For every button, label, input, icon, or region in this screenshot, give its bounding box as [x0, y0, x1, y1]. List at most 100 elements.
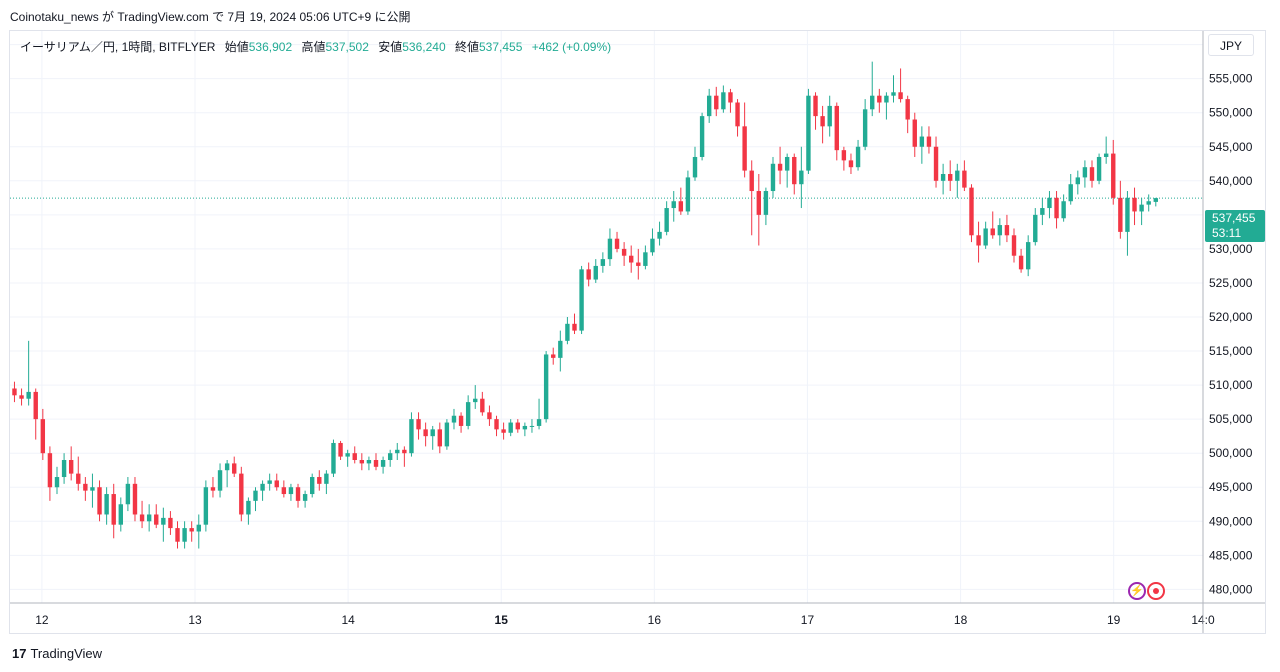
candle-body [118, 504, 124, 525]
candle-body [83, 483, 88, 491]
candle-body [969, 187, 974, 236]
candle-body [579, 269, 584, 331]
candle-body [536, 419, 542, 426]
candle-body [324, 473, 329, 484]
candle-body [19, 395, 24, 399]
legend-low-label: 安値 [378, 40, 403, 54]
candle-body [430, 429, 435, 437]
candle-body [706, 95, 712, 117]
y-tick-label: 510,000 [1209, 378, 1253, 392]
candle-body [97, 487, 102, 515]
candle-body [1111, 153, 1116, 198]
candle-body [636, 262, 641, 266]
candle-body [1040, 208, 1045, 215]
y-tick-label: 505,000 [1209, 412, 1253, 426]
candle-body [586, 269, 591, 280]
candle-body [529, 425, 535, 427]
candle-body [267, 480, 272, 484]
candle-body [678, 201, 684, 212]
chart-frame [9, 30, 1266, 634]
legend-open-label: 始値 [224, 40, 249, 54]
candle-body [1075, 177, 1081, 185]
candle-body [877, 95, 882, 103]
candle-body [76, 473, 81, 484]
candle-body [962, 170, 967, 188]
tradingview-brand[interactable]: 17 TradingView [12, 646, 102, 661]
candle-body [1025, 242, 1031, 270]
y-tick-label: 530,000 [1209, 242, 1253, 256]
y-tick-label: 485,000 [1209, 548, 1253, 562]
candle-body [777, 163, 783, 171]
candle-body [232, 463, 237, 474]
candle-body [161, 517, 166, 525]
candle-body [614, 238, 620, 249]
candle-body [90, 487, 95, 491]
candle-body [402, 449, 407, 454]
candle-body [465, 402, 471, 426]
brand-name: TradingView [30, 646, 103, 661]
y-tick-label: 515,000 [1209, 344, 1253, 358]
candle-body [26, 391, 31, 399]
candle-body [246, 500, 251, 515]
candle-body [310, 477, 315, 495]
candle-body [905, 99, 910, 120]
candle-body [756, 191, 762, 215]
candle-body [12, 388, 17, 396]
candle-body [494, 419, 499, 430]
candle-body [437, 429, 443, 447]
legend-close: 537,455 [479, 40, 523, 54]
publish-caption: Coinotaku_news が TradingView.com で 7月 19… [10, 10, 411, 24]
candle-body [855, 146, 861, 168]
candle-body [1018, 255, 1024, 270]
candle-body [763, 191, 769, 215]
candle-body [742, 126, 747, 171]
candle-body [692, 156, 698, 178]
x-tick-label: 16 [648, 613, 662, 627]
candle-body [210, 487, 216, 491]
candle-body [423, 429, 428, 437]
y-tick-label: 480,000 [1209, 582, 1253, 596]
x-tick-label: 19 [1107, 613, 1121, 627]
candle-body [395, 449, 400, 454]
candle-body [1096, 156, 1102, 181]
candle-body [61, 460, 67, 478]
legend-symbol: イーサリアム／円, 1時間, BITFLYER [20, 40, 216, 54]
candle-body [352, 453, 357, 460]
candle-body [848, 160, 854, 168]
candle-body [551, 354, 556, 358]
candle-body [1068, 184, 1073, 202]
candle-body [508, 422, 513, 433]
candle-body [948, 174, 953, 181]
candle-body [224, 463, 230, 471]
x-tick-label: 15 [495, 613, 509, 627]
x-tick-label: 13 [188, 613, 202, 627]
candle-body [288, 487, 294, 495]
candle-body [1125, 197, 1130, 232]
x-tick-label: 18 [954, 613, 968, 627]
candle-body [912, 119, 917, 147]
candle-body [473, 398, 478, 403]
candle-body [501, 429, 506, 433]
bolt-icon[interactable]: ⚡ [1128, 582, 1146, 600]
candle-body [543, 354, 549, 420]
candle-body [373, 460, 379, 467]
currency-button[interactable]: JPY [1208, 34, 1254, 56]
candle-body [345, 453, 350, 457]
candle-body [792, 156, 797, 185]
candle-body [487, 412, 492, 420]
candle-body [111, 494, 116, 525]
candle-body [522, 425, 528, 430]
legend-change: +462 (+0.09%) [531, 40, 612, 54]
candle-body [1082, 167, 1088, 178]
candle-body [976, 235, 981, 246]
candle-body [1047, 197, 1052, 209]
candle-body [558, 340, 563, 358]
x-tick-label: 14 [341, 613, 355, 627]
candle-body [387, 453, 393, 460]
record-icon[interactable] [1147, 582, 1165, 600]
candle-body [600, 259, 606, 266]
candle-body [444, 422, 450, 447]
candle-body [841, 150, 847, 161]
candle-body [1011, 235, 1017, 256]
